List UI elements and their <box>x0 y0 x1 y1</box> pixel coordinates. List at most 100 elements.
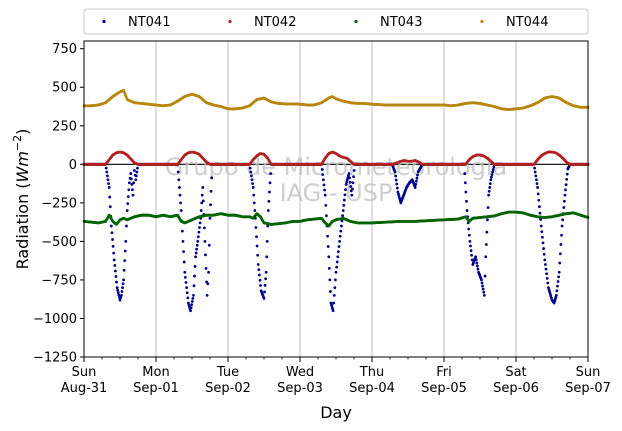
data-point <box>491 168 495 171</box>
data-point <box>194 255 198 259</box>
data-point <box>178 186 181 189</box>
data-point <box>322 178 325 182</box>
data-point <box>480 278 483 282</box>
data-point <box>135 170 139 174</box>
data-point <box>562 206 566 209</box>
data-point <box>490 173 494 176</box>
data-point <box>326 234 329 238</box>
data-point <box>488 182 492 185</box>
data-point <box>560 233 563 237</box>
y-tick-label: −500 <box>41 235 77 250</box>
data-point <box>476 267 480 271</box>
data-point <box>203 226 206 230</box>
data-point <box>414 179 418 183</box>
data-point <box>332 301 336 305</box>
x-tick-label-weekday: Wed <box>286 365 314 380</box>
data-point <box>351 187 354 191</box>
data-point <box>346 174 350 178</box>
data-point <box>556 280 560 283</box>
data-point <box>328 278 332 282</box>
data-point <box>352 175 355 179</box>
data-point <box>206 282 210 286</box>
data-point <box>345 180 349 184</box>
data-point <box>200 201 204 205</box>
data-point <box>199 209 203 212</box>
data-point <box>474 258 478 262</box>
x-tick-label-date: Sep-03 <box>277 381 323 396</box>
data-point <box>255 244 259 248</box>
data-point <box>465 209 469 212</box>
data-point <box>189 306 193 310</box>
data-point <box>193 274 196 278</box>
data-point <box>115 286 119 290</box>
legend-box <box>83 8 589 35</box>
data-point <box>474 255 478 259</box>
data-point <box>320 168 324 171</box>
data-point <box>485 230 489 234</box>
data-point <box>252 201 256 205</box>
data-point <box>205 293 209 297</box>
x-tick-label-weekday: Sat <box>505 365 526 380</box>
data-point <box>106 174 109 178</box>
data-point <box>486 206 490 209</box>
data-point <box>121 286 124 290</box>
data-point <box>481 287 485 291</box>
data-point <box>181 229 184 233</box>
data-point <box>484 255 488 259</box>
y-tick-label: 0 <box>69 158 77 173</box>
data-point <box>113 264 117 267</box>
x-tick-label-weekday: Sun <box>576 365 601 380</box>
x-axis-label: Day <box>320 403 352 422</box>
data-point <box>463 172 467 175</box>
data-point <box>544 267 548 271</box>
data-point <box>352 169 356 172</box>
data-point <box>564 188 567 192</box>
data-point <box>538 205 541 209</box>
data-point <box>337 250 340 254</box>
data-point <box>189 309 192 313</box>
data-point <box>201 199 205 203</box>
data-point <box>126 195 130 199</box>
data-point <box>489 178 493 182</box>
data-point <box>134 178 138 182</box>
data-point <box>467 233 471 237</box>
data-point <box>398 197 402 200</box>
data-point <box>482 293 486 297</box>
data-point <box>198 226 201 229</box>
data-point <box>321 173 325 176</box>
x-tick-label-date: Sep-06 <box>493 381 539 396</box>
data-point <box>116 288 120 292</box>
data-point <box>332 293 336 297</box>
data-point <box>465 199 468 203</box>
data-point <box>184 281 188 284</box>
data-point <box>112 251 116 255</box>
data-point <box>536 186 539 189</box>
data-point <box>334 270 338 274</box>
data-point <box>554 293 558 297</box>
data-point <box>258 278 262 282</box>
data-point <box>252 193 256 197</box>
data-point <box>185 286 189 290</box>
data-point <box>268 190 271 194</box>
data-point <box>105 170 109 174</box>
data-point <box>336 255 340 259</box>
data-point <box>395 182 399 186</box>
data-point <box>342 203 346 207</box>
data-point <box>208 216 212 220</box>
data-point <box>394 178 398 182</box>
data-point <box>207 270 210 274</box>
data-point <box>209 189 213 193</box>
data-point <box>181 239 185 243</box>
legend-marker <box>102 19 106 24</box>
legend: NT041 NT042 NT043 NT044 <box>83 8 589 35</box>
data-point <box>267 199 271 203</box>
data-point <box>176 170 180 174</box>
y-axis-label: Radiation (Wm−2) <box>11 129 32 270</box>
data-point <box>541 241 545 245</box>
data-point <box>338 239 341 243</box>
data-layer <box>82 88 590 313</box>
data-point <box>535 182 539 185</box>
data-point <box>257 273 261 277</box>
data-point <box>481 284 484 288</box>
data-point <box>561 218 565 222</box>
